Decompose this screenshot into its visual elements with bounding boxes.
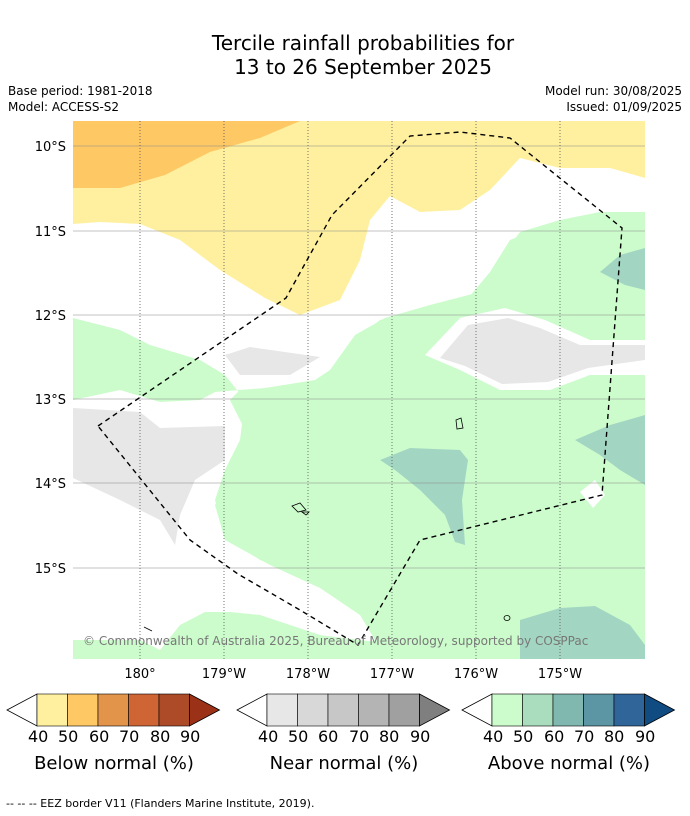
above-normal-colorbar <box>461 693 676 727</box>
below-tick: 40 <box>28 727 49 746</box>
colorbar-over-arrow <box>644 693 676 727</box>
below-tick: 80 <box>150 727 171 746</box>
eez-footnote: -- -- -- EEZ border V11 (Flanders Marine… <box>6 797 315 810</box>
below-normal-legend-title: Below normal (%) <box>34 753 194 774</box>
x-tick-label: 179°W <box>202 667 246 682</box>
colorbar-segment <box>67 693 99 727</box>
island-outline <box>503 615 511 621</box>
colorbar-segment <box>358 693 390 727</box>
colorbar-segment <box>266 693 298 727</box>
colorbar-segment <box>552 693 584 727</box>
y-tick-label: 12°S <box>35 309 66 324</box>
above-normal-50-area-northeast <box>600 248 645 290</box>
x-tick-label: 177°W <box>370 667 414 682</box>
island-outline <box>291 502 307 513</box>
above-tick: 70 <box>574 727 595 746</box>
eez-border <box>96 131 623 646</box>
above-normal-50-area-central <box>380 448 468 545</box>
rainfall-probability-map: 10°S 11°S 12°S 13°S 14°S 15°S 180° 179°W… <box>35 121 645 682</box>
above-normal-legend-title: Above normal (%) <box>487 753 651 774</box>
near-tick: 90 <box>410 727 431 746</box>
y-tick-label: 15°S <box>35 562 66 577</box>
colorbar-over-arrow <box>419 693 451 727</box>
below-tick: 90 <box>180 727 201 746</box>
map-title-line1: Tercile rainfall probabilities for <box>211 31 515 55</box>
above-normal-50-area-south <box>520 606 645 659</box>
y-tick-label: 11°S <box>35 225 66 240</box>
below-tick: 60 <box>89 727 110 746</box>
near-normal-legend-title: Near normal (%) <box>269 753 419 774</box>
below-tick: 70 <box>119 727 140 746</box>
base-period: Base period: 1981-2018 <box>8 84 153 98</box>
model-run: Model run: 30/08/2025 <box>544 84 682 98</box>
x-tick-label: 180° <box>124 667 155 682</box>
colorbar-segment <box>613 693 645 727</box>
near-tick: 80 <box>379 727 400 746</box>
near-tick: 50 <box>288 727 309 746</box>
near-normal-40-area-central <box>225 347 320 375</box>
x-tick-label: 175°W <box>538 667 582 682</box>
issued-date: Issued: 01/09/2025 <box>566 100 682 114</box>
island-outline <box>300 511 310 516</box>
colorbar-under-arrow <box>461 693 493 727</box>
map-title-line2: 13 to 26 September 2025 <box>234 55 492 79</box>
below-tick: 50 <box>58 727 79 746</box>
colorbar-segment <box>97 693 129 727</box>
above-normal-50-area-east <box>575 415 645 485</box>
above-tick: 60 <box>544 727 565 746</box>
x-tick-label: 176°W <box>454 667 498 682</box>
below-normal-50-area <box>73 121 300 188</box>
copyright-notice: © Commonwealth of Australia 2025, Bureau… <box>83 634 588 648</box>
colorbar-segment <box>491 693 523 727</box>
x-tick-label: 178°W <box>286 667 330 682</box>
colorbar-segment <box>522 693 554 727</box>
y-tick-label: 13°S <box>35 393 66 408</box>
near-normal-colorbar <box>236 693 451 727</box>
colorbar-over-arrow <box>189 693 221 727</box>
above-tick: 40 <box>483 727 504 746</box>
colorbar-segment <box>297 693 329 727</box>
colorbar-segment <box>128 693 160 727</box>
above-tick: 90 <box>635 727 656 746</box>
near-tick: 40 <box>258 727 279 746</box>
colorbar-segment <box>388 693 420 727</box>
colorbar-segment <box>583 693 615 727</box>
colorbar-segment <box>327 693 359 727</box>
colorbar-segment <box>36 693 68 727</box>
y-tick-label: 14°S <box>35 477 66 492</box>
above-tick: 50 <box>513 727 534 746</box>
below-normal-40-area <box>73 121 645 315</box>
colorbar-segment <box>158 693 190 727</box>
island-outline <box>143 626 153 632</box>
near-tick: 60 <box>318 727 339 746</box>
model-name: Model: ACCESS-S2 <box>8 100 120 114</box>
colorbar-under-arrow <box>236 693 268 727</box>
above-tick: 80 <box>604 727 625 746</box>
below-normal-colorbar <box>6 693 221 727</box>
colorbar-under-arrow <box>6 693 38 727</box>
legend-colorbars <box>6 693 676 727</box>
near-tick: 70 <box>349 727 370 746</box>
y-tick-label: 10°S <box>35 140 66 155</box>
island-outline <box>455 417 464 430</box>
